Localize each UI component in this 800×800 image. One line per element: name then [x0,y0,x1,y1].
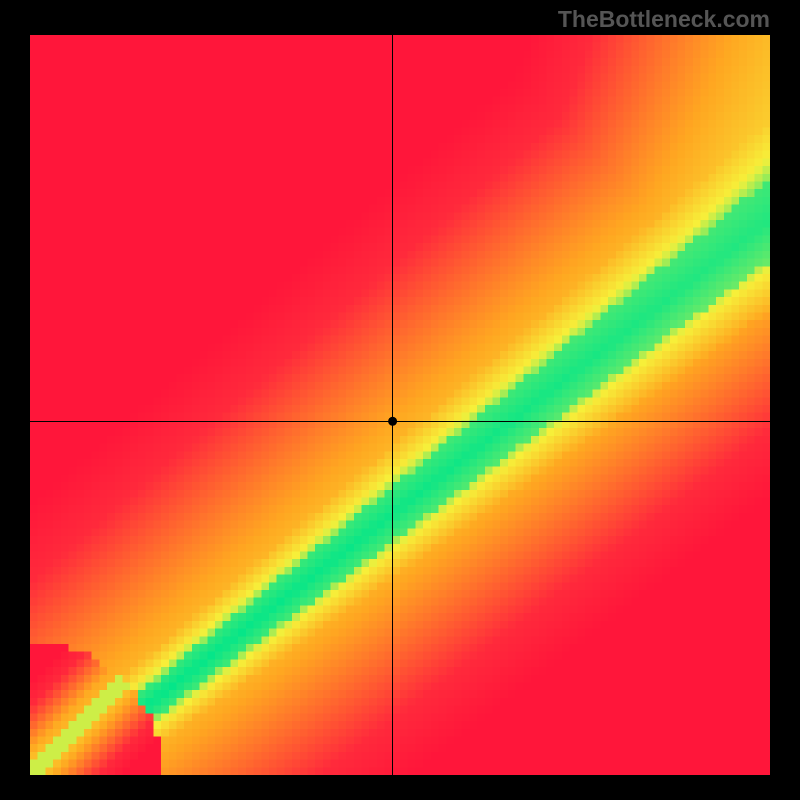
chart-container: TheBottleneck.com [0,0,800,800]
watermark-text: TheBottleneck.com [558,6,770,33]
bottleneck-heatmap [30,35,770,775]
